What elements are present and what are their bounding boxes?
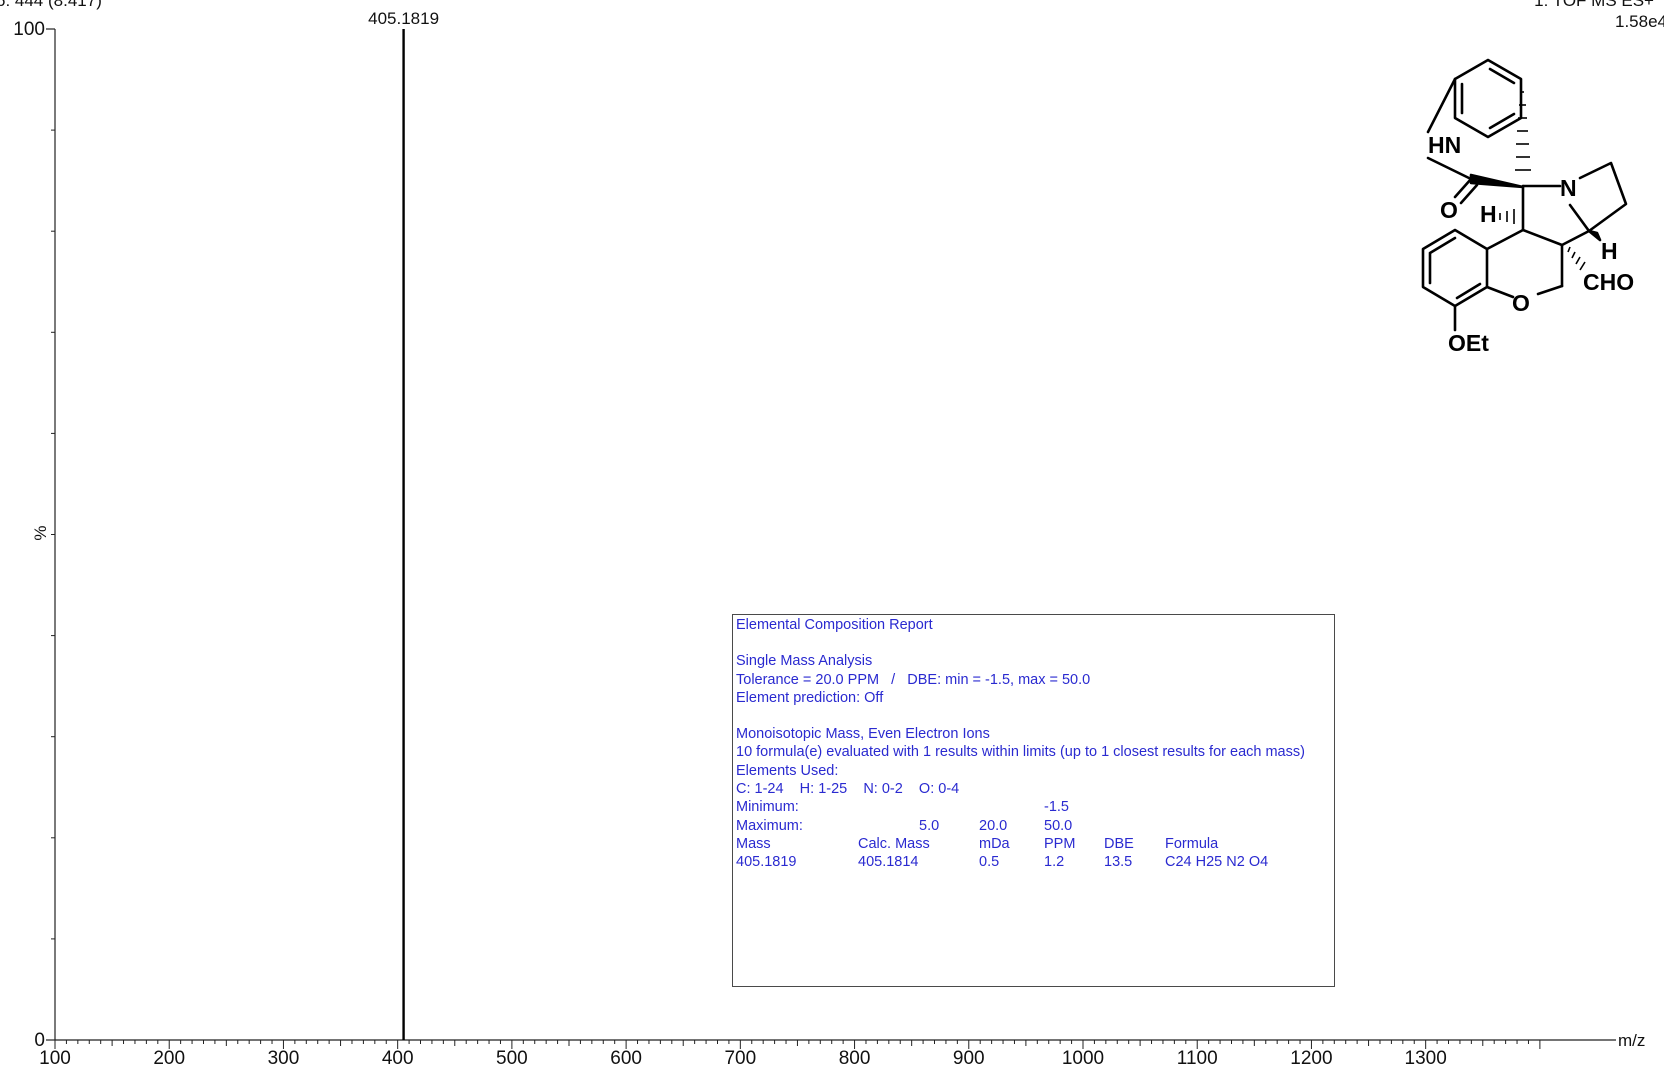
wedge-bond-pyrrolidine-h bbox=[1587, 229, 1602, 242]
atom-label-carbonyl-o: O bbox=[1440, 197, 1458, 223]
report-result-row: 405.1819 405.1814 0.5 1.2 13.5 C24 H25 N… bbox=[736, 853, 1331, 871]
report-minimum-row: Minimum: -1.5 bbox=[736, 798, 1331, 816]
x-axis-label: m/z bbox=[1618, 1031, 1645, 1050]
hash-bond bbox=[1571, 251, 1576, 259]
report-analysis-type: Single Mass Analysis bbox=[736, 653, 873, 670]
chromane-ring-double-bond-3 bbox=[1455, 282, 1482, 300]
bond-ring-junction bbox=[1521, 228, 1564, 247]
x-tick-label: 300 bbox=[268, 1048, 300, 1069]
atom-label-oet: OEt bbox=[1448, 330, 1489, 356]
x-tick-label: 800 bbox=[839, 1048, 871, 1069]
result-ppm: 1.2 bbox=[1044, 854, 1065, 871]
peak-label: 405.1819 bbox=[368, 9, 439, 28]
bond-nh-carbonyl bbox=[1426, 156, 1473, 181]
y-axis-label: % bbox=[31, 525, 50, 540]
report-maximum-row: Maximum: 5.0 20.0 50.0 bbox=[736, 817, 1331, 835]
header-dbe: DBE bbox=[1104, 835, 1134, 852]
scan-label: 6: 444 (8.417) bbox=[0, 0, 102, 10]
atom-label-h-chromane: H bbox=[1480, 201, 1497, 227]
x-axis-ticks: 100 200 300 400 500 600 700 800 900 1000 1100 1200 1… bbox=[39, 1040, 1541, 1069]
x-tick-label: 200 bbox=[153, 1048, 185, 1069]
x-tick-label: 400 bbox=[382, 1048, 414, 1069]
bond-carbonyl-oxygen-1 bbox=[1453, 177, 1473, 199]
x-tick-label: 900 bbox=[953, 1048, 985, 1069]
header-formula: Formula bbox=[1165, 835, 1219, 852]
result-calc-mass: 405.1814 bbox=[858, 854, 919, 871]
indole-ring-double-bond-1 bbox=[1488, 67, 1516, 85]
x-tick-label: 700 bbox=[724, 1048, 756, 1069]
report-tolerance: Tolerance = 20.0 PPM / DBE: min = -1.5, … bbox=[736, 671, 1091, 688]
indole-benzene-ring bbox=[1453, 58, 1523, 139]
x-tick-label: 1100 bbox=[1177, 1048, 1218, 1069]
x-tick-label: 600 bbox=[610, 1048, 642, 1069]
elemental-composition-report: Elemental Composition Report Single Mass… bbox=[732, 614, 1335, 987]
maximum-mda: 20.0 bbox=[979, 817, 1008, 834]
bond-ch-benzene bbox=[1485, 228, 1525, 251]
bond-carbonyl-oxygen-2 bbox=[1459, 183, 1479, 205]
report-element-ranges: C: 1-24 H: 1-25 N: 0-2 O: 0-4 bbox=[736, 781, 960, 798]
report-title: Elemental Composition Report bbox=[736, 617, 933, 633]
indole-ring-double-bond-2 bbox=[1488, 112, 1516, 130]
report-elements-used-label: Elements Used: bbox=[736, 762, 839, 779]
atom-label-cho: CHO bbox=[1583, 269, 1634, 295]
result-mda: 0.5 bbox=[979, 854, 1000, 871]
bond-aryl-oxygen bbox=[1485, 285, 1515, 299]
minimum-label: Minimum: bbox=[736, 799, 799, 816]
molecule-structure bbox=[1421, 58, 1628, 332]
header-mass: Mass bbox=[736, 835, 771, 852]
hash-bond bbox=[1579, 261, 1586, 271]
spectrum-peaks: 405.1819 bbox=[368, 9, 439, 1040]
maximum-calc: 5.0 bbox=[919, 817, 940, 834]
hash-bond bbox=[1567, 246, 1571, 253]
x-tick-label: 500 bbox=[496, 1048, 528, 1069]
report-mass-type: Monoisotopic Mass, Even Electron Ions bbox=[736, 726, 990, 743]
bond-junction-pyrrolidine bbox=[1560, 229, 1591, 247]
y-tick-label: 0 bbox=[34, 1030, 45, 1051]
header-ppm: PPM bbox=[1044, 835, 1076, 852]
report-spacer bbox=[736, 634, 1331, 652]
intensity-scale-label: 1.58e4 bbox=[1615, 12, 1664, 31]
x-tick-label: 1300 bbox=[1405, 1048, 1447, 1069]
report-spacer bbox=[736, 707, 1331, 725]
chromane-ring-double-bond-1 bbox=[1428, 236, 1457, 255]
result-mass: 405.1819 bbox=[736, 854, 797, 871]
atom-label-ring-o: O bbox=[1512, 290, 1530, 316]
pyrrolidine-ring bbox=[1568, 161, 1628, 233]
wedge-bond-spiro-carbonyl bbox=[1469, 173, 1525, 189]
report-element-prediction: Element prediction: Off bbox=[736, 689, 884, 706]
molecule-hash-bonds bbox=[1499, 91, 1586, 271]
x-axis-minor-ticks bbox=[65, 1040, 1529, 1046]
x-tick-label: 100 bbox=[39, 1048, 71, 1069]
x-tick-label: 1200 bbox=[1290, 1048, 1332, 1069]
acquisition-label: 1: TOF MS ES+ bbox=[1534, 0, 1654, 10]
result-dbe: 13.5 bbox=[1104, 854, 1133, 871]
hash-bond bbox=[1575, 256, 1581, 265]
minimum-ppm: -1.5 bbox=[1044, 799, 1069, 816]
bond-ch2-oxygen bbox=[1536, 284, 1564, 296]
atom-label-pyrrolidine-n: N bbox=[1560, 175, 1577, 201]
bond-aryl-nh bbox=[1426, 77, 1457, 134]
result-formula: C24 H25 N2 O4 bbox=[1165, 854, 1269, 871]
header-calc-mass: Calc. Mass bbox=[858, 835, 930, 852]
report-header-row: Mass Calc. Mass mDa PPM DBE Formula bbox=[736, 835, 1331, 853]
atom-label-h-pyrrolidine: H bbox=[1601, 238, 1618, 264]
maximum-label: Maximum: bbox=[736, 817, 803, 834]
chromane-benzene-ring bbox=[1421, 228, 1489, 308]
x-tick-label: 1000 bbox=[1062, 1048, 1104, 1069]
atom-label-hn: HN bbox=[1428, 132, 1461, 158]
y-axis-ticks: 0 100 bbox=[13, 19, 55, 1051]
y-tick-label: 100 bbox=[13, 19, 45, 40]
maximum-ppm: 50.0 bbox=[1044, 817, 1073, 834]
report-formula-count: 10 formula(e) evaluated with 1 results w… bbox=[736, 744, 1305, 761]
header-mda: mDa bbox=[979, 835, 1010, 852]
